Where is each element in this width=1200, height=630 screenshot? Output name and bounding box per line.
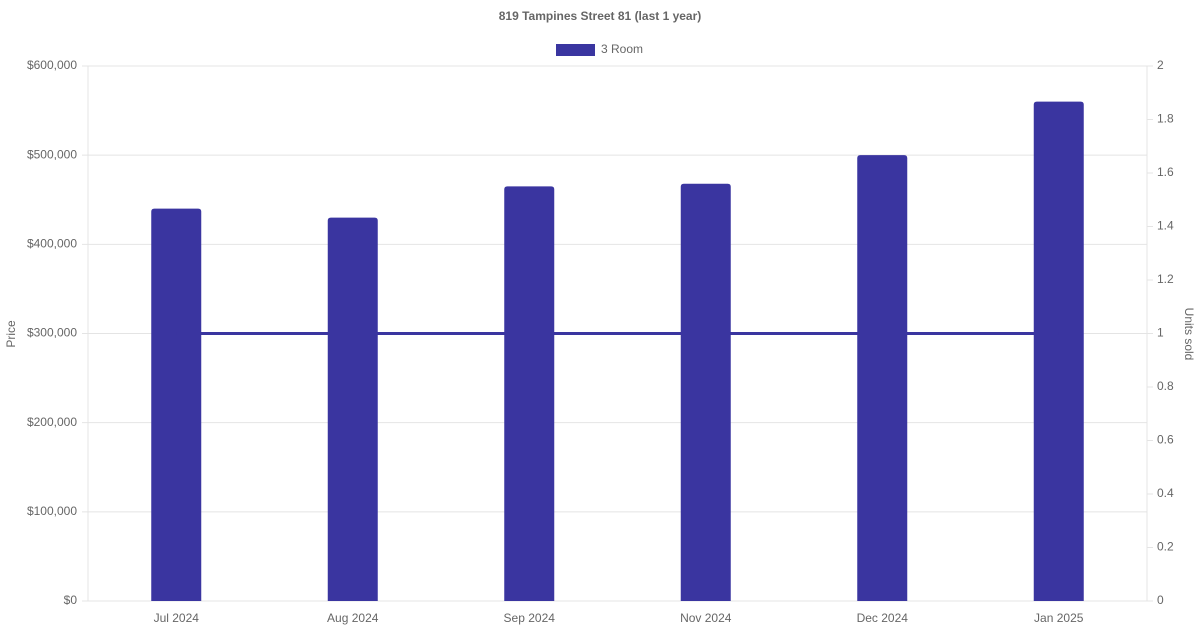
bar bbox=[680, 183, 731, 601]
x-tick-label: Dec 2024 bbox=[857, 611, 909, 625]
bar bbox=[151, 208, 202, 601]
y2-tick-label: 0.8 bbox=[1157, 379, 1174, 393]
x-tick-label: Aug 2024 bbox=[327, 611, 379, 625]
y2-tick-label: 0.2 bbox=[1157, 540, 1174, 554]
y-tick-label: $500,000 bbox=[27, 147, 77, 161]
y-tick-label: $400,000 bbox=[27, 237, 77, 251]
y-tick-label: $600,000 bbox=[27, 58, 77, 72]
bar bbox=[1033, 101, 1084, 602]
x-tick-label: Jan 2025 bbox=[1034, 611, 1084, 625]
y2-tick-label: 1.8 bbox=[1157, 112, 1174, 126]
y2-axis-title: Units sold bbox=[1182, 308, 1196, 361]
bar bbox=[857, 155, 908, 601]
y-tick-label: $100,000 bbox=[27, 504, 77, 518]
y2-tick-label: 1 bbox=[1157, 326, 1164, 340]
bar bbox=[504, 186, 555, 601]
x-tick-label: Sep 2024 bbox=[504, 611, 556, 625]
legend-label: 3 Room bbox=[601, 42, 643, 56]
y-tick-label: $0 bbox=[64, 593, 78, 607]
y-tick-label: $300,000 bbox=[27, 326, 77, 340]
y2-tick-label: 1.2 bbox=[1157, 272, 1174, 286]
y2-tick-label: 0.4 bbox=[1157, 486, 1174, 500]
y2-tick-label: 0.6 bbox=[1157, 433, 1174, 447]
legend-swatch bbox=[556, 44, 595, 56]
x-tick-label: Jul 2024 bbox=[154, 611, 200, 625]
y2-tick-label: 1.6 bbox=[1157, 165, 1174, 179]
y2-tick-label: 2 bbox=[1157, 58, 1164, 72]
y2-tick-label: 0 bbox=[1157, 593, 1164, 607]
y-tick-label: $200,000 bbox=[27, 415, 77, 429]
y-axis-title: Price bbox=[4, 320, 18, 348]
y2-tick-label: 1.4 bbox=[1157, 219, 1174, 233]
chart-title: 819 Tampines Street 81 (last 1 year) bbox=[499, 9, 702, 23]
x-tick-label: Nov 2024 bbox=[680, 611, 732, 625]
bar bbox=[327, 217, 378, 602]
